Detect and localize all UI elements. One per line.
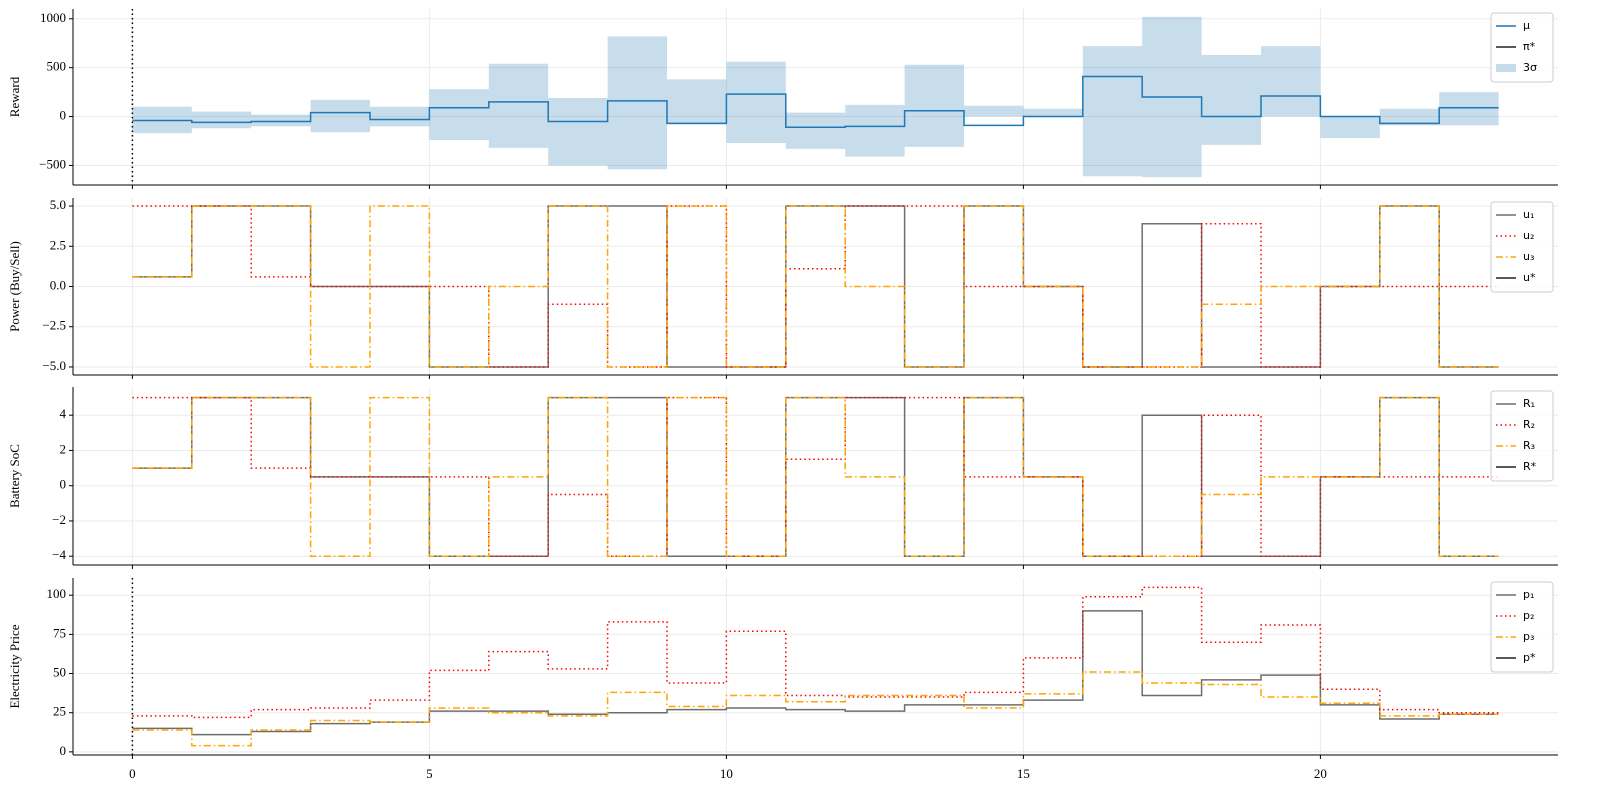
- y-axis-label: Battery SoC: [7, 444, 22, 508]
- x-tick-label: 0: [129, 766, 136, 781]
- legend: p₁ p₂ p₃ p*: [1490, 581, 1554, 673]
- legend: R₁ R₂ R₃ R*: [1490, 390, 1554, 482]
- y-tick-label: 4: [60, 406, 67, 421]
- legend-label: p*: [1523, 651, 1536, 664]
- y-axis-label: Electricity Price: [7, 624, 22, 708]
- x-tick-label: 15: [1017, 766, 1030, 781]
- legend-box: [1490, 12, 1554, 83]
- legend-label: R₂: [1523, 418, 1535, 431]
- legend-label: μ: [1523, 19, 1530, 32]
- y-tick-label: −5.0: [42, 358, 66, 373]
- y-tick-label: −4: [52, 547, 66, 562]
- legend-box: [1490, 390, 1554, 482]
- y-tick-label: 2: [60, 441, 67, 456]
- y-axis-label: Reward: [7, 76, 22, 117]
- panel: −4 −2 0 2 4 Battery SoC R₁ R₂ R₃ R*: [7, 387, 1558, 569]
- legend-label: 3σ: [1523, 61, 1537, 74]
- band: [132, 16, 1499, 178]
- y-axis-label: Power (Buy/Sell): [7, 241, 22, 332]
- x-tick-label: 20: [1314, 766, 1327, 781]
- step-line: [132, 671, 1499, 747]
- legend-label: p₁: [1523, 588, 1534, 601]
- y-tick-label: 75: [53, 625, 66, 640]
- y-tick-label: −2.5: [42, 318, 66, 333]
- step-line: [132, 75, 1499, 129]
- panel: −500 0 500 1000 Reward μ π* 3σ: [7, 9, 1558, 189]
- y-tick-label: 500: [47, 59, 67, 74]
- legend-label: p₂: [1523, 609, 1534, 622]
- y-tick-label: −2: [52, 512, 66, 527]
- step-line: [132, 610, 1499, 736]
- legend-label: π*: [1523, 40, 1536, 53]
- y-tick-label: 0: [60, 743, 67, 758]
- y-tick-label: −500: [39, 156, 66, 171]
- legend-label: u₃: [1523, 250, 1534, 263]
- legend-label: R₁: [1523, 397, 1535, 410]
- y-tick-label: 100: [47, 586, 67, 601]
- legend-box: [1490, 201, 1554, 293]
- legend-label: u₂: [1523, 229, 1534, 242]
- y-tick-label: 50: [53, 665, 66, 680]
- y-tick-label: 0: [60, 108, 67, 123]
- y-tick-label: 2.5: [50, 237, 66, 252]
- y-tick-label: 25: [53, 704, 66, 719]
- legend: u₁ u₂ u₃ u*: [1490, 201, 1554, 293]
- legend-swatch: [1496, 64, 1516, 72]
- step-line: [132, 205, 1499, 368]
- x-tick-label: 10: [720, 766, 733, 781]
- step-line: [132, 586, 1499, 719]
- step-line: [132, 396, 1499, 557]
- step-line: [132, 396, 1499, 557]
- y-tick-label: 1000: [40, 10, 66, 25]
- y-tick-label: 5.0: [50, 197, 66, 212]
- legend-label: R₃: [1523, 439, 1535, 452]
- x-tick-label: 5: [426, 766, 433, 781]
- legend-label: u*: [1523, 271, 1536, 284]
- legend-label: u₁: [1523, 208, 1534, 221]
- legend-box: [1490, 581, 1554, 673]
- legend: μ π* 3σ: [1490, 12, 1554, 83]
- legend-label: R*: [1523, 460, 1537, 473]
- y-tick-label: 0.0: [50, 277, 66, 292]
- y-tick-label: 0: [60, 477, 67, 492]
- legend-label: p₃: [1523, 630, 1534, 643]
